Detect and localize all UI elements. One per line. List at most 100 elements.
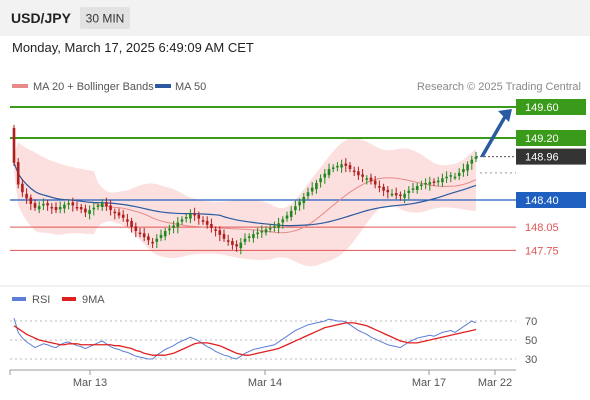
candle-body (113, 211, 117, 214)
support-label: 147.75 (525, 245, 559, 257)
candle-body (462, 169, 465, 173)
candlesticks (12, 124, 478, 255)
candle-body (260, 231, 264, 233)
candle-body (121, 214, 125, 218)
candle-body (470, 159, 474, 164)
candle-body (42, 203, 45, 206)
candle-body (105, 202, 108, 207)
candle-body (46, 203, 49, 206)
candle-body (289, 210, 293, 218)
candle-body (163, 231, 167, 237)
target-arrow (480, 114, 508, 158)
ma20-legend-swatch (12, 84, 28, 88)
candle-body (348, 165, 352, 169)
candle-body (134, 226, 138, 231)
support-label: 148.05 (525, 222, 559, 234)
candle-body (96, 205, 100, 207)
candle-body (218, 230, 222, 235)
candle-body (352, 170, 356, 173)
candle-body (449, 175, 453, 177)
candle-body (92, 207, 96, 210)
candle-body (294, 206, 297, 211)
timeframe-button[interactable] (80, 7, 130, 29)
candle-body (197, 214, 201, 219)
candle-body (159, 234, 163, 238)
candle-body (445, 176, 448, 179)
candle-body (264, 229, 268, 233)
resistance-label: 149.20 (525, 133, 559, 145)
candle-body (340, 164, 343, 168)
last-price-label: 148.96 (525, 152, 559, 164)
candle-body (142, 233, 146, 238)
candle-body (466, 164, 469, 171)
price-level-labels: 149.60 149.20 148.96 148.40 148.05 147.75 (516, 99, 586, 257)
moving-averages (13, 162, 477, 234)
candle-body (474, 156, 478, 159)
bollinger-bands (14, 138, 476, 267)
candle-body (319, 178, 322, 183)
candle-body (231, 241, 234, 245)
datetime-label: Monday, March 17, 2025 6:49:09 AM CET (12, 40, 254, 55)
candle-body (357, 171, 360, 176)
candle-body (189, 213, 192, 219)
candle-body (210, 224, 213, 228)
candle-body (29, 197, 33, 204)
candle-body (155, 238, 159, 242)
candle-body (37, 206, 41, 210)
candle-body (399, 194, 402, 197)
candle-body (79, 206, 83, 210)
candle-body (277, 223, 280, 228)
candle-body (201, 220, 205, 222)
candle-body (88, 210, 91, 214)
candle-body (252, 234, 255, 238)
candle-body (180, 219, 184, 222)
candle-body (193, 213, 196, 216)
candle-body (168, 228, 171, 231)
candle-body (256, 232, 259, 235)
candle-body (403, 193, 406, 198)
rsi-legend-label: RSI (32, 294, 50, 306)
candle-body (285, 215, 289, 219)
x-axis-tick-label: Mar 17 (412, 377, 446, 389)
rsi-tick-label: 70 (525, 316, 537, 328)
main-legend: MA 20 + Bollinger Bands MA 50 (12, 81, 206, 93)
candle-body (172, 225, 175, 228)
resistance-label-box (516, 99, 586, 115)
candle-body (239, 242, 243, 249)
candle-body (54, 206, 58, 211)
candle-body (315, 182, 318, 190)
rsi-tick-label: 30 (525, 354, 537, 366)
candle-body (184, 217, 188, 219)
candle-body (147, 236, 150, 241)
candle-body (327, 169, 331, 176)
candle-body (394, 193, 398, 196)
last-price-label-box (516, 148, 586, 165)
candle-body (33, 203, 37, 208)
rsi-line (13, 318, 477, 360)
candle-body (16, 162, 20, 185)
x-axis-tick-label: Mar 22 (478, 377, 512, 389)
rsi-ma-legend-swatch (62, 297, 76, 301)
x-axis-tick-label: Mar 14 (248, 377, 282, 389)
ma20-legend-label: MA 20 + Bollinger Bands (33, 81, 154, 93)
rsi-legend: RSI 9MA (12, 294, 105, 306)
pivot-label: 148.40 (525, 195, 559, 207)
credit-label: Research © 2025 Trading Central (417, 81, 581, 93)
candle-body (323, 173, 327, 178)
rsi-tick-label: 50 (525, 335, 537, 347)
candle-body (84, 208, 87, 213)
candle-body (243, 238, 247, 242)
candle-body (222, 234, 226, 239)
candle-body (205, 220, 209, 225)
pivot-label-box (516, 192, 586, 208)
candle-body (407, 190, 411, 194)
candle-body (281, 219, 285, 223)
candle-body (378, 186, 381, 188)
candle-body (50, 206, 54, 209)
timeframe-label[interactable]: 30 MIN (86, 12, 125, 26)
candle-body (411, 188, 415, 190)
candle-body (100, 203, 104, 207)
candle-body (369, 177, 373, 182)
candle-body (373, 180, 377, 185)
